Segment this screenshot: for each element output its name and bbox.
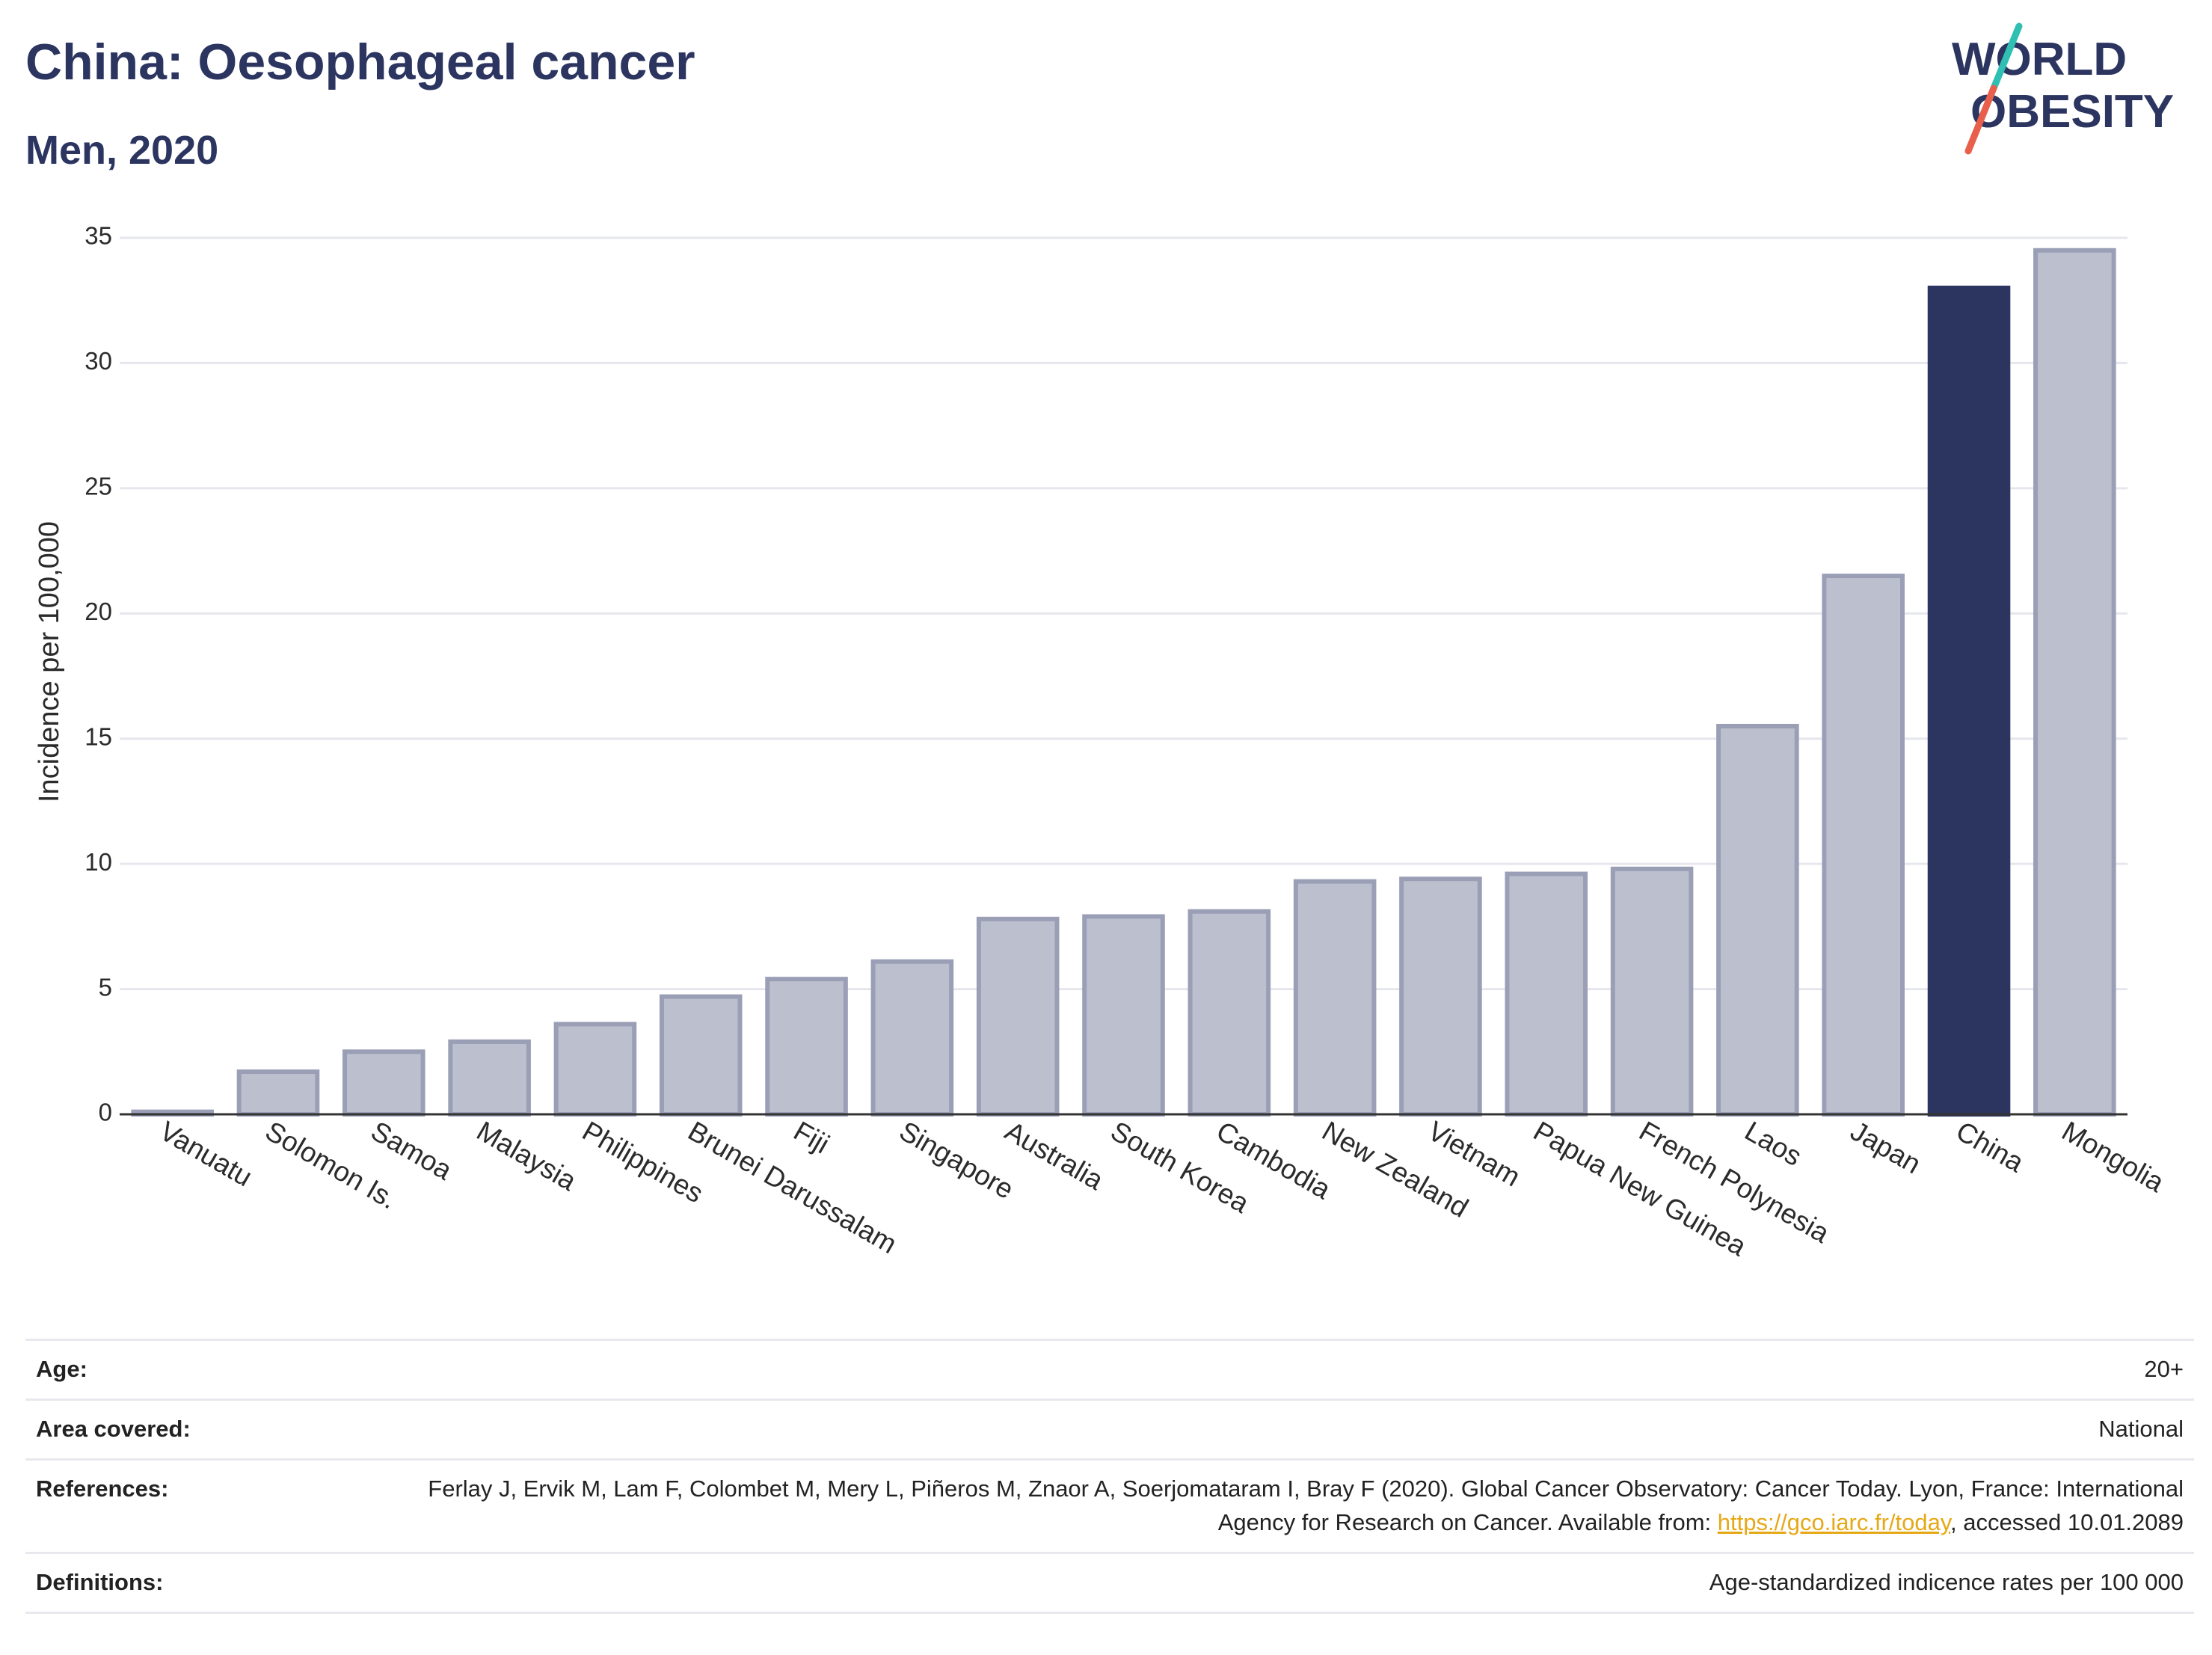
x-tick-label: Singapore: [894, 1115, 1019, 1205]
x-tick-label: Vanuatu: [155, 1115, 258, 1192]
logo-line1: WORLD: [1952, 34, 2127, 85]
bar-vietnam: [1399, 876, 1482, 1117]
y-tick-label: 5: [99, 973, 112, 1001]
y-tick-label: 10: [85, 848, 112, 876]
bar-mongolia: [2033, 248, 2116, 1117]
bar-laos: [1716, 723, 1799, 1117]
y-axis-ticks: 0 5 10 15 20 25 30 35: [85, 222, 112, 1126]
bar-china: [1927, 285, 2011, 1117]
meta-age-label: Age:: [25, 1339, 360, 1400]
meta-refs-text: Ferlay J, Ervik M, Lam F, Colombet M, Me…: [428, 1475, 2184, 1535]
y-tick-label: 30: [85, 347, 112, 375]
bar-chart: Incidence per 100,000 0 5 10 15 20 25 30 35 Van…: [34, 222, 2170, 1262]
meta-refs-tail: , accessed 10.01.2089: [1950, 1508, 2184, 1535]
bar-malaysia: [448, 1039, 531, 1117]
bar-south-korea: [1082, 914, 1165, 1117]
bar-fiji: [765, 977, 848, 1117]
x-tick-label: Malaysia: [472, 1115, 582, 1197]
bar-brunei-darussalam: [659, 994, 743, 1117]
bar-solomon-is: [236, 1069, 320, 1117]
y-axis-label: Incidence per 100,000: [34, 521, 65, 802]
meta-row-references: References: Ferlay J, Ervik M, Lam F, Co…: [25, 1458, 2194, 1553]
meta-area-label: Area covered:: [25, 1398, 360, 1460]
bar-papua-new-guinea: [1505, 871, 1588, 1117]
bar-new-zealand: [1293, 879, 1377, 1117]
logo-line2: OBESITY: [1970, 86, 2174, 138]
bar-french-polynesia: [1610, 866, 1694, 1117]
meta-age-value: 20+: [360, 1339, 2194, 1400]
meta-refs-label: References:: [25, 1458, 360, 1553]
y-tick-label: 20: [85, 598, 112, 625]
y-tick-label: 15: [85, 722, 112, 750]
chart-subtitle: Men, 2020: [25, 128, 219, 173]
meta-row-area: Area covered: National: [25, 1398, 2194, 1460]
reference-link[interactable]: https://gco.iarc.fr/today: [1717, 1508, 1951, 1535]
y-tick-label: 35: [85, 222, 112, 250]
meta-defs-value: Age-standardized indicence rates per 100…: [360, 1551, 2194, 1614]
y-tick-label: 25: [85, 473, 112, 500]
x-tick-label: Laos: [1739, 1115, 1807, 1172]
x-tick-label: Philippines: [577, 1115, 708, 1209]
meta-row-definitions: Definitions: Age-standardized indicence …: [25, 1551, 2194, 1614]
world-obesity-logo: WORLD OBESITY: [1952, 22, 2174, 155]
bar-samoa: [342, 1049, 425, 1117]
chart-title: China: Oesophageal cancer: [25, 34, 695, 90]
metadata-table: Age: 20+ Area covered: National Referenc…: [25, 1339, 2194, 1614]
meta-area-value: National: [360, 1398, 2194, 1460]
x-tick-label: Japan: [1846, 1115, 1926, 1179]
x-tick-label: China: [1951, 1115, 2030, 1178]
x-tick-label: Mongolia: [2056, 1115, 2169, 1198]
logo-slash-teal: [1990, 22, 2023, 92]
bar-singapore: [870, 959, 954, 1117]
bar-japan: [1822, 574, 1905, 1117]
meta-row-age: Age: 20+: [25, 1339, 2194, 1400]
bar-philippines: [553, 1022, 637, 1117]
bar-cambodia: [1188, 909, 1271, 1117]
bars: [131, 248, 2116, 1117]
y-tick-label: 0: [99, 1099, 112, 1126]
x-tick-label: Australia: [1000, 1115, 1109, 1196]
meta-defs-label: Definitions:: [25, 1551, 360, 1614]
logo-slash-coral: [1964, 85, 1997, 155]
meta-refs-value: Ferlay J, Ervik M, Lam F, Colombet M, Me…: [360, 1458, 2194, 1553]
x-tick-label: Fiji: [789, 1115, 835, 1159]
bar-australia: [976, 916, 1060, 1117]
x-axis-ticks: Vanuatu Solomon Is.Samoa MalaysiaPhilippin…: [155, 1115, 2170, 1262]
